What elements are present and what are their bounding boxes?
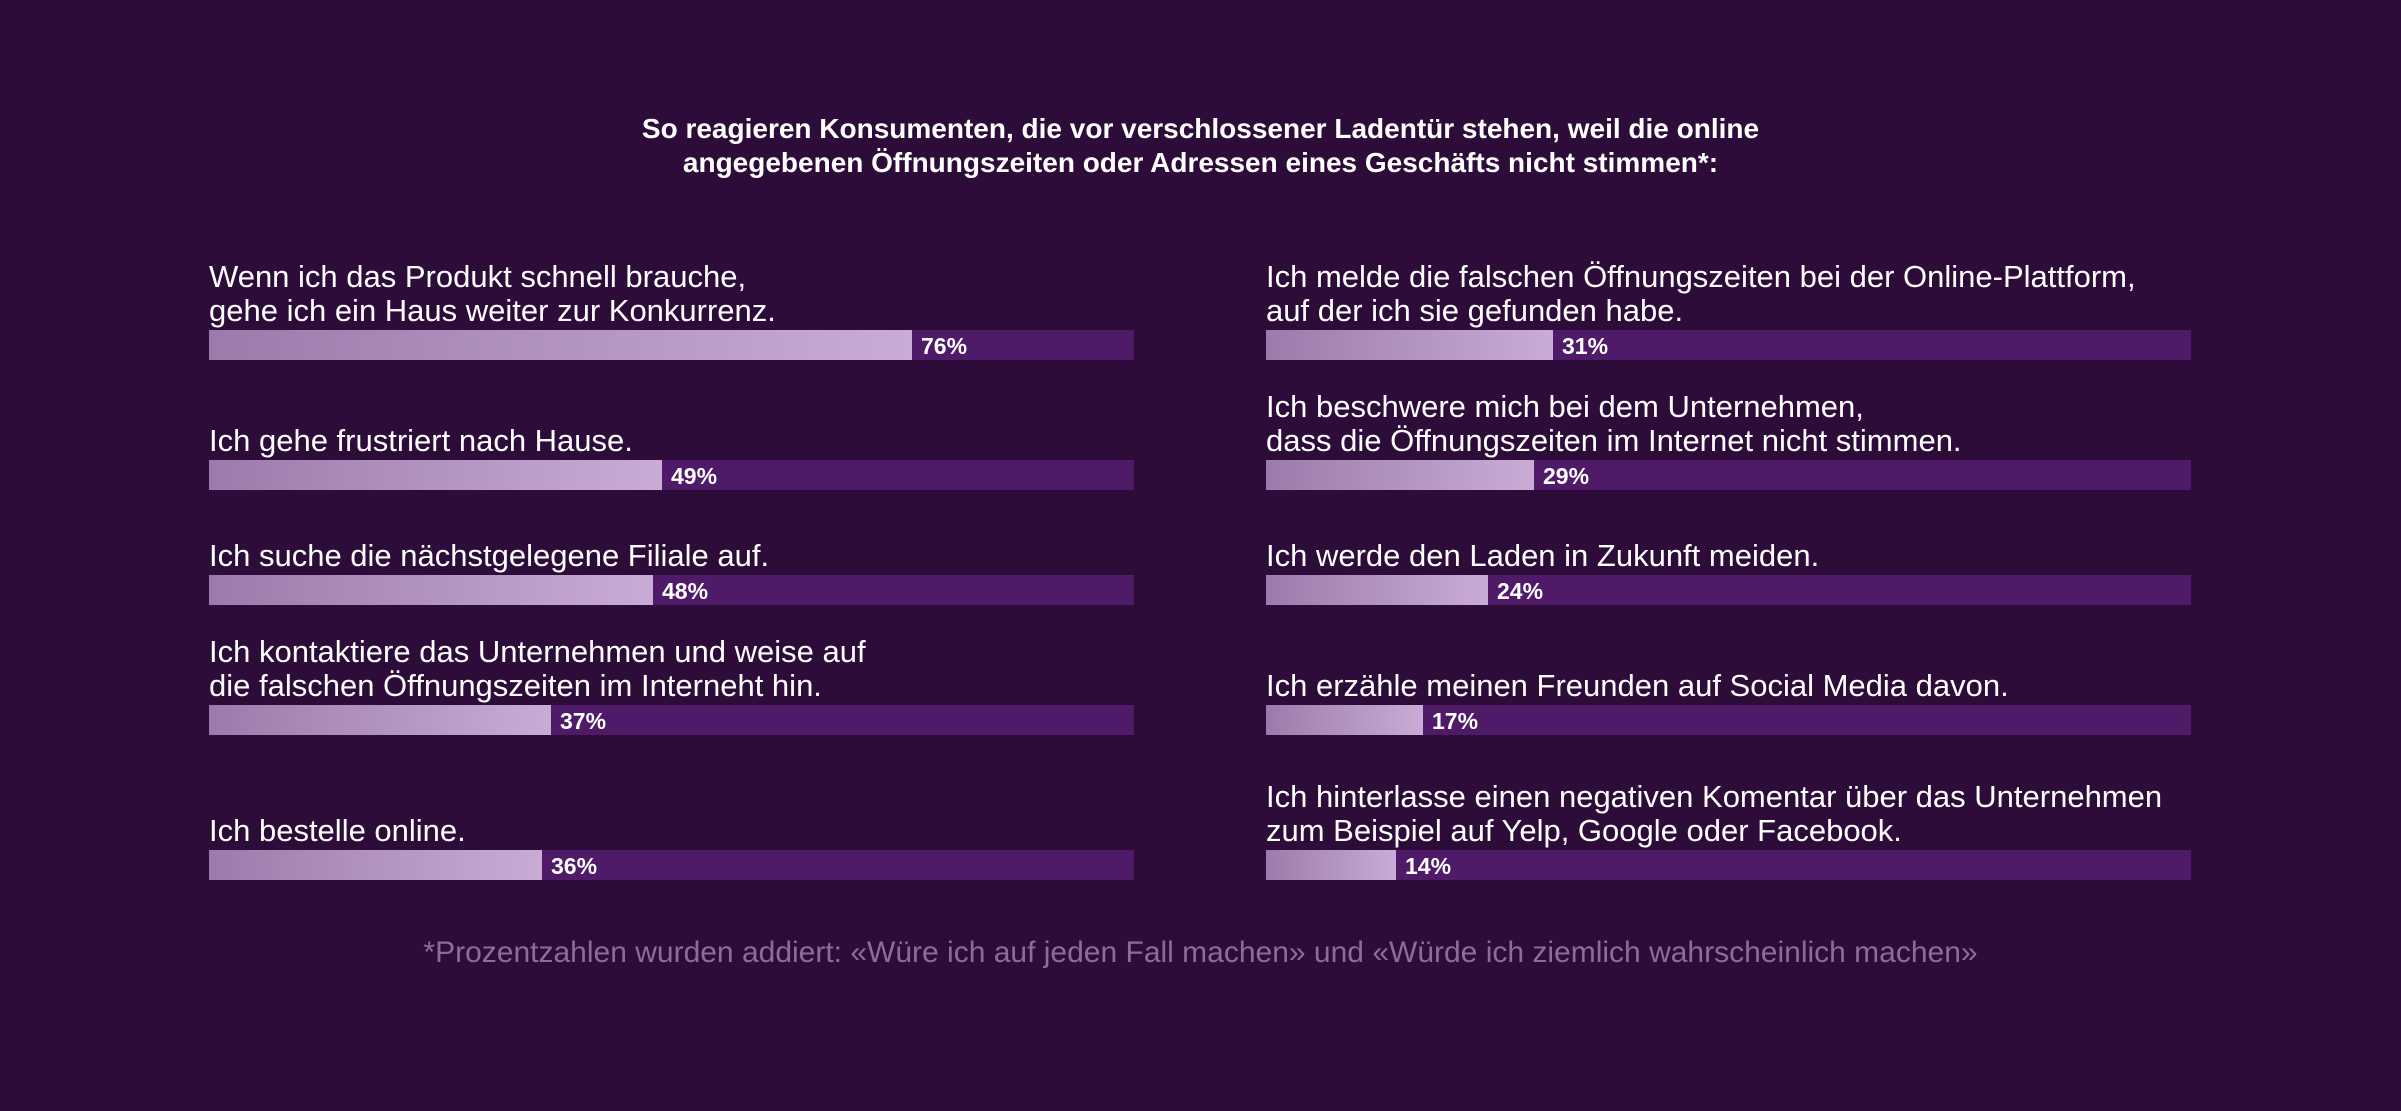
bar-label: Ich melde die falschen Öffnungszeiten be…: [1266, 260, 2136, 328]
bar-label-line: Ich hinterlasse einen negativen Komentar…: [1266, 779, 2163, 814]
bar-track: 29%: [1266, 460, 2191, 490]
bar-label-line: zum Beispiel auf Yelp, Google oder Faceb…: [1266, 813, 1902, 848]
bar-track: 76%: [209, 330, 1134, 360]
bar-track: 37%: [209, 705, 1134, 735]
bar-label-line: Ich bestelle online.: [209, 813, 466, 848]
bar-item: Ich hinterlasse einen negativen Komentar…: [1266, 770, 2191, 880]
bar-label-line: Ich beschwere mich bei dem Unternehmen,: [1266, 389, 1864, 424]
bar-label-line: Ich kontaktiere das Unternehmen und weis…: [209, 634, 866, 669]
bar-label: Ich beschwere mich bei dem Unternehmen, d…: [1266, 390, 1962, 458]
bar-label-line: Ich gehe frustriert nach Hause.: [209, 423, 633, 458]
bar-fill: [1266, 705, 1423, 735]
bar-track: 17%: [1266, 705, 2191, 735]
bar-label: Ich gehe frustriert nach Hause.: [209, 424, 633, 458]
bar-fill: [209, 330, 912, 360]
bar-item: Ich gehe frustriert nach Hause. 49%: [209, 380, 1134, 490]
bar-fill: [1266, 850, 1396, 880]
bar-fill: [209, 850, 542, 880]
bar-value-label: 49%: [671, 463, 718, 489]
bar-item: Ich kontaktiere das Unternehmen und weis…: [209, 625, 1134, 735]
bar-track: 31%: [1266, 330, 2191, 360]
bar-label-line: auf der ich sie gefunden habe.: [1266, 293, 1684, 328]
bar-label-line: gehe ich ein Haus weiter zur Konkurrenz.: [209, 293, 776, 328]
bar-label: Ich bestelle online.: [209, 814, 466, 848]
bar-item: Ich erzähle meinen Freunden auf Social M…: [1266, 625, 2191, 735]
bar-label-line: Ich suche die nächstgelegene Filiale auf…: [209, 538, 770, 573]
bar-value-label: 36%: [551, 853, 598, 879]
bar-value-label: 31%: [1562, 333, 1609, 359]
bar-track: 36%: [209, 850, 1134, 880]
bar-item: Ich werde den Laden in Zukunft meiden. 24…: [1266, 495, 2191, 605]
bar-label: Ich werde den Laden in Zukunft meiden.: [1266, 539, 1819, 573]
chart-title-line-2: angegebenen Öffnungszeiten oder Adressen…: [682, 147, 1719, 178]
bar-value-label: 29%: [1543, 463, 1590, 489]
bar-fill: [1266, 575, 1488, 605]
footnote: *Prozentzahlen wurden addiert: «Würe ich…: [423, 936, 1978, 969]
bar-value-label: 48%: [662, 578, 709, 604]
chart-title: So reagieren Konsumenten, die vor versch…: [0, 112, 2401, 180]
bar-item: Ich bestelle online. 36%: [209, 770, 1134, 880]
bar-fill: [1266, 460, 1534, 490]
bar-label-line: Wenn ich das Produkt schnell brauche,: [209, 259, 747, 294]
bar-label: Ich kontaktiere das Unternehmen und weis…: [209, 635, 866, 703]
bar-value-label: 24%: [1497, 578, 1544, 604]
bar-track: 48%: [209, 575, 1134, 605]
bar-label-line: dass die Öffnungszeiten im Internet nich…: [1266, 423, 1962, 458]
bar-fill: [209, 460, 662, 490]
bar-value-label: 14%: [1405, 853, 1452, 879]
bar-label: Ich hinterlasse einen negativen Komentar…: [1266, 780, 2162, 848]
bar-track: 49%: [209, 460, 1134, 490]
bar-item: Ich suche die nächstgelegene Filiale auf…: [209, 495, 1134, 605]
bar-fill: [1266, 330, 1553, 360]
bar-label-line: Ich erzähle meinen Freunden auf Social M…: [1266, 668, 2009, 703]
bar-label: Ich suche die nächstgelegene Filiale auf…: [209, 539, 769, 573]
bar-label-line: die falschen Öffnungszeiten im Interneht…: [209, 668, 822, 703]
bar-value-label: 76%: [921, 333, 968, 359]
bar-label-line: Ich melde die falschen Öffnungszeiten be…: [1266, 259, 2136, 294]
bar-item: Wenn ich das Produkt schnell brauche, geh…: [209, 250, 1134, 360]
bar-label-line: Ich werde den Laden in Zukunft meiden.: [1266, 538, 1820, 573]
bar-value-label: 17%: [1432, 708, 1479, 734]
bar-fill: [209, 575, 653, 605]
bar-track: 14%: [1266, 850, 2191, 880]
bar-label: Wenn ich das Produkt schnell brauche, geh…: [209, 260, 776, 328]
bar-track: 24%: [1266, 575, 2191, 605]
bar-item: Ich beschwere mich bei dem Unternehmen, d…: [1266, 380, 2191, 490]
bar-value-label: 37%: [560, 708, 607, 734]
chart-title-line-1: So reagieren Konsumenten, die vor versch…: [641, 113, 1760, 144]
bar-label: Ich erzähle meinen Freunden auf Social M…: [1266, 669, 2009, 703]
bar-item: Ich melde die falschen Öffnungszeiten be…: [1266, 250, 2191, 360]
bar-fill: [209, 705, 551, 735]
